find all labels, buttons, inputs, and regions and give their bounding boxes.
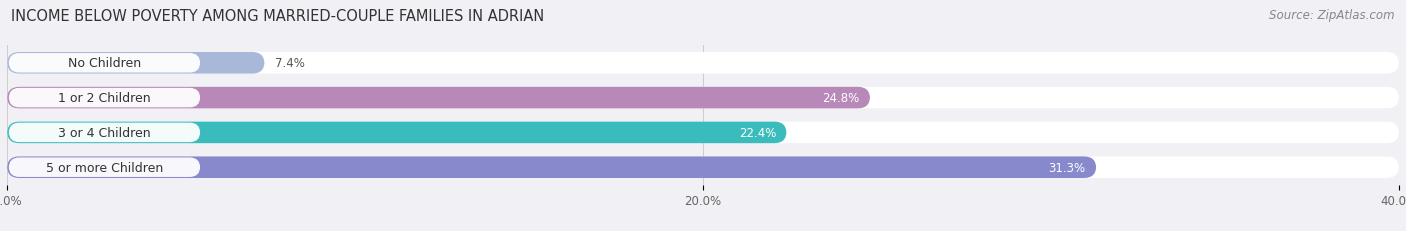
Text: INCOME BELOW POVERTY AMONG MARRIED-COUPLE FAMILIES IN ADRIAN: INCOME BELOW POVERTY AMONG MARRIED-COUPL…: [11, 9, 544, 24]
Text: 31.3%: 31.3%: [1049, 161, 1085, 174]
Text: Source: ZipAtlas.com: Source: ZipAtlas.com: [1270, 9, 1395, 22]
FancyBboxPatch shape: [7, 157, 1399, 178]
Text: 3 or 4 Children: 3 or 4 Children: [58, 126, 150, 139]
Text: 22.4%: 22.4%: [738, 126, 776, 139]
FancyBboxPatch shape: [7, 122, 1399, 143]
FancyBboxPatch shape: [7, 122, 786, 143]
FancyBboxPatch shape: [7, 87, 870, 109]
FancyBboxPatch shape: [7, 87, 1399, 109]
FancyBboxPatch shape: [8, 123, 200, 143]
FancyBboxPatch shape: [8, 158, 200, 177]
FancyBboxPatch shape: [7, 157, 1097, 178]
FancyBboxPatch shape: [8, 54, 200, 73]
Text: 5 or more Children: 5 or more Children: [46, 161, 163, 174]
FancyBboxPatch shape: [8, 88, 200, 108]
Text: 24.8%: 24.8%: [823, 92, 859, 105]
FancyBboxPatch shape: [7, 53, 1399, 74]
Text: 7.4%: 7.4%: [276, 57, 305, 70]
Text: 1 or 2 Children: 1 or 2 Children: [58, 92, 150, 105]
Text: No Children: No Children: [67, 57, 141, 70]
FancyBboxPatch shape: [7, 53, 264, 74]
